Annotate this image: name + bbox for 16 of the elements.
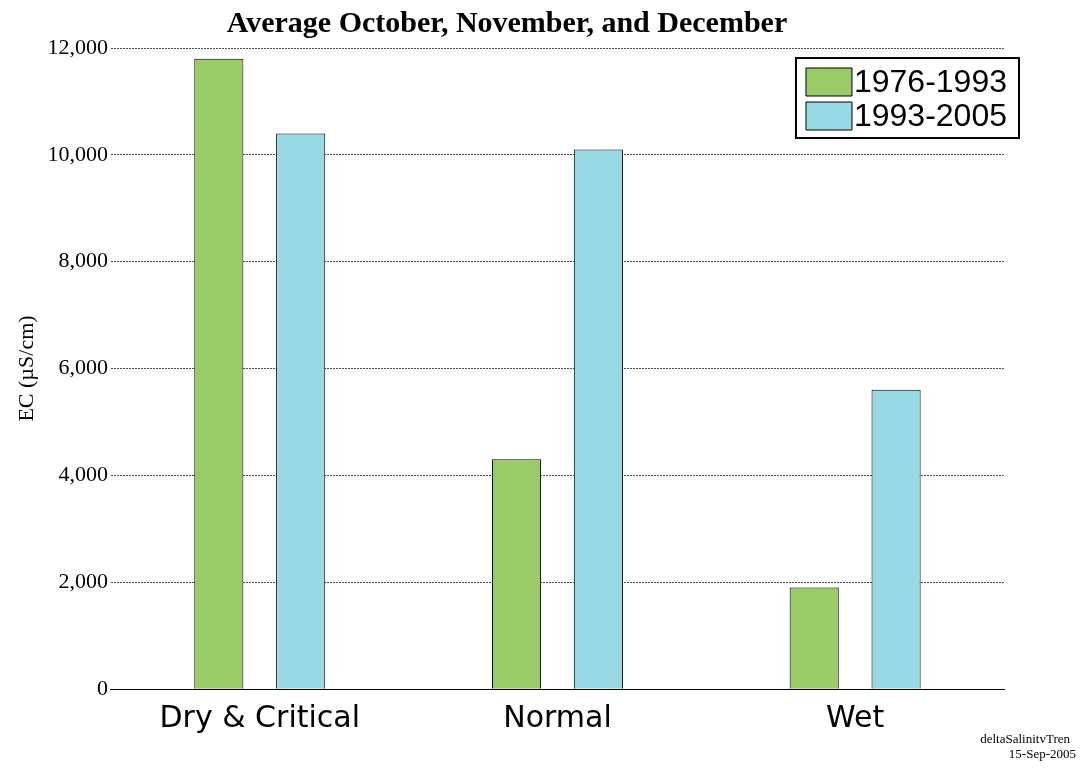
x-tick-label: Normal — [503, 698, 612, 734]
y-axis-title: EC (µS/cm) — [12, 315, 38, 422]
chart-title: Average October, November, and December — [226, 4, 788, 38]
text: 15-Sep-2005 — [1008, 745, 1076, 761]
text: deltaSalinitvTren — [980, 730, 1071, 746]
y-tick-label: 6,000 — [58, 354, 108, 380]
legend-label: 1993-2005 — [853, 96, 1007, 133]
legend-label: 1976-1993 — [853, 62, 1007, 99]
x-tick-label: Dry & Critical — [159, 698, 361, 734]
x-tick-label: Wet — [826, 698, 885, 734]
y-tick-label: 0 — [96, 674, 108, 700]
y-tick-label: 8,000 — [58, 247, 108, 273]
y-tick-label: 10,000 — [47, 140, 108, 166]
y-tick-label: 2,000 — [58, 567, 108, 593]
y-tick-label: 4,000 — [58, 461, 108, 487]
y-tick-label: 12,000 — [47, 33, 108, 59]
